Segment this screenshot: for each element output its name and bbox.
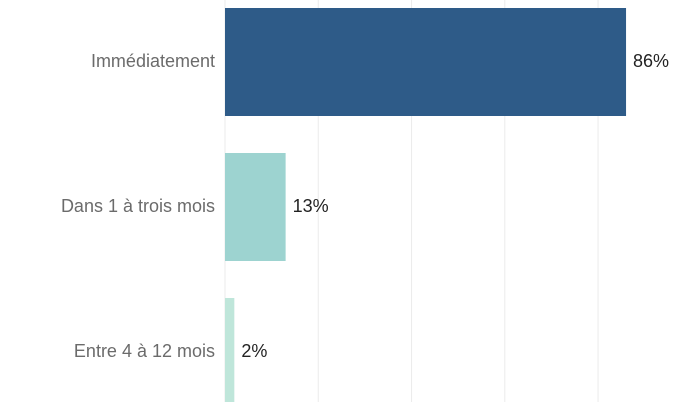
bar (225, 8, 627, 116)
value-label: 2% (241, 341, 267, 361)
category-label: Immédiatement (91, 51, 215, 71)
bar (225, 153, 286, 261)
category-label: Dans 1 à trois mois (61, 196, 215, 216)
value-label: 13% (293, 196, 329, 216)
bar (225, 298, 235, 402)
value-label: 86% (633, 51, 669, 71)
category-label: Entre 4 à 12 mois (74, 341, 215, 361)
